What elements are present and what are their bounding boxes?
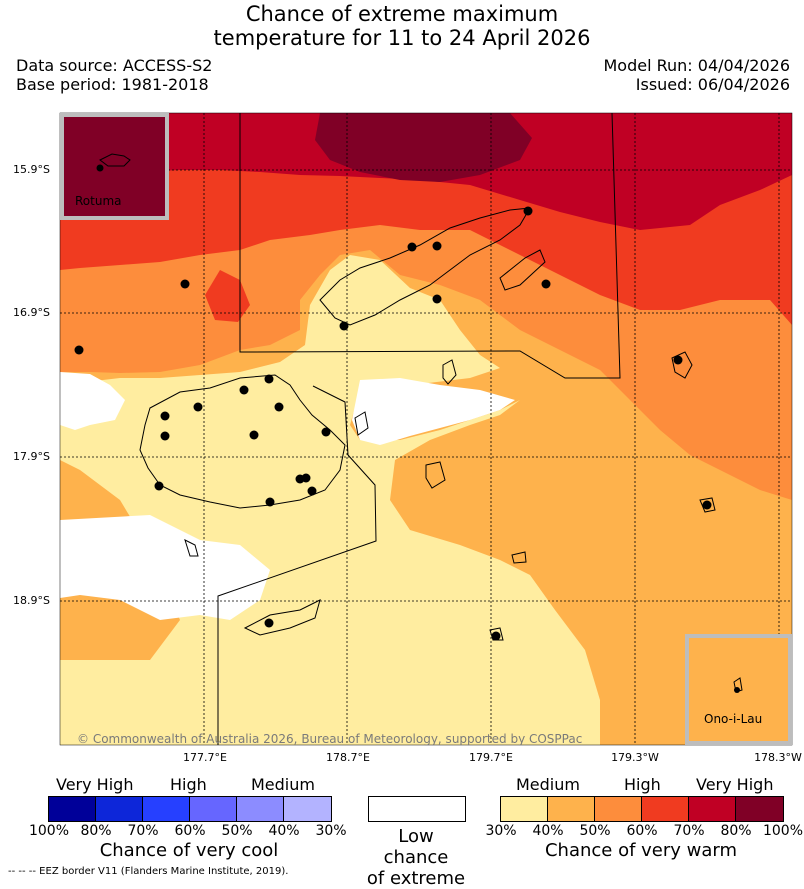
warm-tick-5: 80% (720, 823, 752, 839)
zone-30-40 (60, 255, 600, 745)
lon-label-1: 177.7°E (183, 751, 227, 764)
cool-caption: Chance of very cool (99, 840, 279, 861)
cool-swatch-0 (49, 797, 96, 821)
lat-label-2: 16.9°S (13, 306, 50, 319)
copyright-text: © Commonwealth of Australia 2026, Bureau… (77, 732, 583, 746)
station-markers (74, 206, 712, 641)
lon-label-3: 179.7°E (469, 751, 513, 764)
warm-heading-high: High (624, 775, 661, 794)
gau-island (354, 411, 369, 436)
low-chance-line-1: Low chance (383, 826, 449, 868)
inset-ono-i-lau (685, 634, 792, 745)
warm-swatch-4 (689, 797, 736, 821)
cool-colorbar (48, 796, 332, 822)
vanua-levu-island (319, 207, 531, 326)
title-line-1: Chance of extreme maximum (245, 2, 559, 26)
meta-left: Data source: ACCESS-S2 Base period: 1981… (16, 56, 212, 94)
inset-rotuma-label: Rotuma (75, 194, 122, 208)
warm-swatch-2 (595, 797, 642, 821)
low-chance-line-2: of extreme (366, 868, 466, 889)
warm-swatch-0 (501, 797, 548, 821)
eez-footnote: -- -- -- EEZ border V11 (Flanders Marine… (8, 866, 289, 877)
lat-label-3: 17.9°S (13, 450, 50, 463)
title-line-2: temperature for 11 to 24 April 2026 (213, 26, 591, 50)
viti-levu-island (139, 374, 346, 509)
cool-tick-4: 50% (221, 823, 253, 839)
cool-tick-6: 30% (315, 823, 347, 839)
lon-label-4: 179.3°W (611, 751, 659, 764)
warm-colorbar (500, 796, 784, 822)
warm-tick-0: 30% (485, 823, 517, 839)
cool-tick-1: 80% (80, 823, 112, 839)
cool-heading-high: High (170, 775, 207, 794)
warm-tick-2: 50% (579, 823, 611, 839)
low-chance-swatch (368, 796, 466, 822)
warm-heading-very-high: Very High (696, 775, 774, 794)
low-chance-label: Low chance of extreme (366, 826, 466, 889)
warm-swatch-3 (642, 797, 689, 821)
zone-60-70-blob (205, 270, 250, 322)
inset-ono-i-lau-label: Ono-i-Lau (704, 712, 763, 726)
warm-swatch-1 (548, 797, 595, 821)
warm-tick-3: 60% (626, 823, 658, 839)
lat-label-4: 18.9°S (13, 594, 50, 607)
cool-tick-0: 100% (28, 823, 70, 839)
lau-island-2 (699, 497, 716, 513)
lon-label-5: 178.3°W (754, 751, 802, 764)
taveuni-island (499, 249, 546, 291)
zone-low-1 (60, 372, 125, 430)
cool-heading-very-high: Very High (56, 775, 134, 794)
eez-border (217, 113, 621, 745)
cool-swatch-2 (143, 797, 190, 821)
warm-tick-4: 70% (673, 823, 705, 839)
cool-tick-5: 40% (268, 823, 300, 839)
lau-island-1 (671, 351, 693, 379)
model-run: Model Run: 04/04/2026 (603, 56, 791, 75)
koro-island (425, 461, 446, 489)
lat-label-1: 15.9°S (13, 163, 50, 176)
cool-heading-medium: Medium (251, 775, 315, 794)
issued-date: Issued: 06/04/2026 (635, 75, 790, 94)
yasawa-island (184, 539, 199, 557)
zone-low-2 (60, 515, 270, 620)
lon-label-2: 178.7°E (326, 751, 370, 764)
warm-heading-medium: Medium (516, 775, 580, 794)
warm-tick-1: 40% (532, 823, 564, 839)
zone-80-100 (315, 113, 532, 182)
cool-swatch-4 (237, 797, 284, 821)
cool-swatch-3 (190, 797, 237, 821)
chart-title: Chance of extreme maximum temperature fo… (0, 2, 804, 50)
moala-island (511, 551, 527, 564)
cool-swatch-5 (284, 797, 331, 821)
inset-rotuma (60, 113, 169, 220)
ovalau-island (442, 359, 457, 385)
kadavu-island (243, 599, 321, 636)
warm-caption: Chance of very warm (544, 840, 738, 861)
warm-tick-6: 100% (762, 823, 804, 839)
warm-swatch-5 (736, 797, 783, 821)
cool-swatch-1 (96, 797, 143, 821)
coastlines (139, 207, 716, 641)
data-source: Data source: ACCESS-S2 (16, 56, 213, 75)
base-period: Base period: 1981-2018 (16, 75, 209, 94)
zone-low-3 (352, 378, 515, 445)
map-frame (59, 112, 793, 746)
cool-tick-3: 60% (174, 823, 206, 839)
meta-right: Model Run: 04/04/2026 Issued: 06/04/2026 (604, 56, 791, 94)
cool-tick-2: 70% (127, 823, 159, 839)
